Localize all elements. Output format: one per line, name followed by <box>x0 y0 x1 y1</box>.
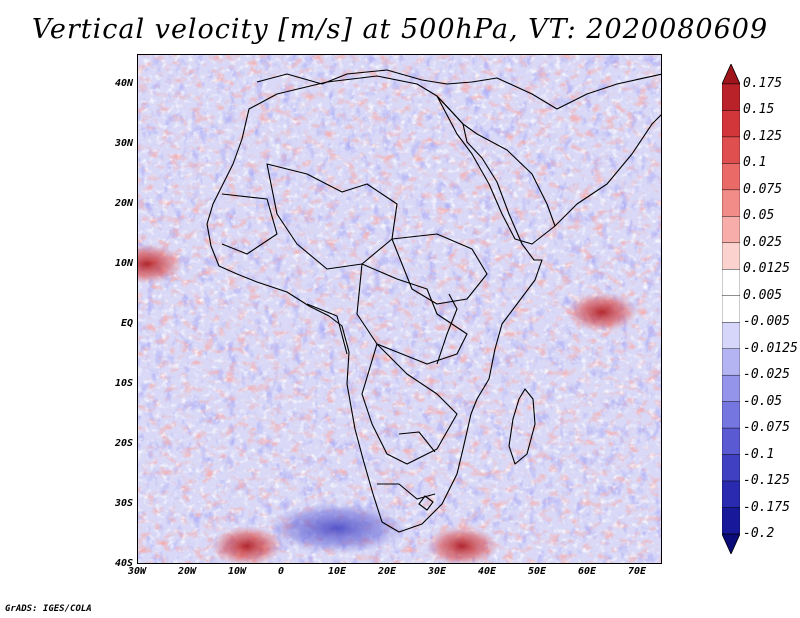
colorbar-label: 0.075 <box>743 181 783 197</box>
lon-tick-label: 20E <box>378 566 397 577</box>
colorbar-cell <box>722 242 740 270</box>
colorbar-cell <box>722 136 740 164</box>
lat-tick-label: 30S <box>114 498 133 509</box>
colorbar-cell <box>722 322 740 349</box>
lat-tick-label: 10S <box>114 378 133 389</box>
lat-tick-label: 40S <box>114 558 133 569</box>
indian-ocean-updraft <box>566 292 638 332</box>
lon-tick-label: 30E <box>428 566 447 577</box>
colorbar-cell <box>722 110 740 138</box>
lat-tick-label: 30N <box>114 138 133 149</box>
colorbar-label: -0.005 <box>743 314 790 330</box>
lon-tick-label: 10E <box>328 566 347 577</box>
southern-subsidence <box>267 502 407 554</box>
colorbar-cell <box>722 480 740 508</box>
colorbar-cell <box>722 295 740 323</box>
colorbar-cell <box>722 454 740 482</box>
colorbar-cell <box>722 216 740 244</box>
colorbar-label: 0.025 <box>743 234 783 250</box>
colorbar-cell <box>722 427 740 455</box>
colorbar-label: -0.05 <box>743 393 783 409</box>
colorbar-cell <box>722 189 740 217</box>
colorbar-min-arrow <box>722 533 740 554</box>
colorbar-label: 0.1 <box>743 155 767 171</box>
lat-tick-label: 20S <box>114 438 133 449</box>
colorbar-label: 0.05 <box>743 208 775 224</box>
colorbar-cell <box>722 374 740 402</box>
lon-tick-label: 50E <box>528 566 547 577</box>
colorbar-label: -0.075 <box>743 420 790 436</box>
colorbar-max-arrow <box>722 64 740 85</box>
lon-tick-label: 60E <box>578 566 597 577</box>
colorbar-label: 0.125 <box>743 128 783 144</box>
colorbar-label: 0.005 <box>743 287 783 303</box>
colorbar-cell <box>722 269 740 296</box>
colorbar-cell <box>722 401 740 429</box>
vertical-velocity-field <box>137 54 662 564</box>
colorbar-label: -0.175 <box>743 499 790 515</box>
lon-tick-label: 20W <box>178 566 197 577</box>
lat-tick-label: 10N <box>114 258 133 269</box>
lat-tick-label: 40N <box>114 78 133 89</box>
coastlines <box>206 69 662 533</box>
lon-tick-label: 0 <box>278 566 285 577</box>
lon-tick-label: 70E <box>628 566 647 577</box>
map-title: Vertical velocity [m/s] at 500hPa, VT: 2… <box>31 14 769 45</box>
lat-tick-label: EQ <box>120 318 133 329</box>
southern-ocean-band <box>426 526 498 564</box>
map-panel <box>137 54 662 564</box>
lon-tick-label: 40E <box>478 566 497 577</box>
lon-tick-label: 30W <box>128 566 147 577</box>
grads-credit: GrADS: IGES/COLA <box>5 604 92 614</box>
map-frame <box>137 54 662 564</box>
colorbar-label: -0.1 <box>743 446 775 462</box>
colorbar-label: 0.175 <box>743 76 783 91</box>
colorbar-cell <box>722 348 740 376</box>
lon-tick-label: 10W <box>228 566 247 577</box>
colorbar <box>722 64 740 554</box>
colorbar-cell <box>722 507 740 535</box>
colorbar-label: 0.15 <box>743 102 775 118</box>
colorbar-label: -0.2 <box>743 526 775 541</box>
south-atlantic-band <box>211 526 283 564</box>
gulf-of-guinea-updraft <box>137 244 183 284</box>
colorbar-cell <box>722 163 740 191</box>
colorbar-label: -0.0125 <box>743 340 798 356</box>
colorbar-label: 0.0125 <box>743 261 790 277</box>
lat-tick-label: 20N <box>114 198 133 209</box>
colorbar-cell <box>722 83 740 111</box>
colorbar-label: -0.025 <box>743 367 790 383</box>
colorbar-label: -0.125 <box>743 473 790 489</box>
